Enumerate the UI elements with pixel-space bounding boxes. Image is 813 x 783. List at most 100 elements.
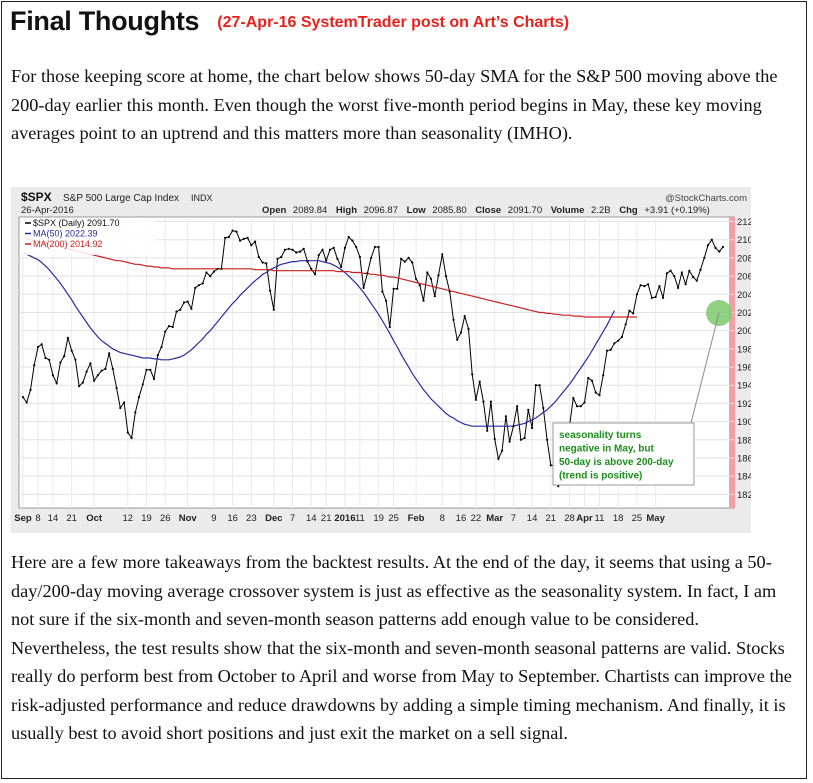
x-tick-label: Oct [86,513,103,524]
price-point [257,255,260,259]
price-point [280,255,283,259]
price-point [452,318,455,321]
x-tick-label: 16 [227,513,238,524]
price-point [235,230,238,233]
price-point [182,301,186,304]
y-tick-label: 1880 [737,435,751,446]
chart-watermark: @StockCharts.com [665,193,747,204]
legend-box [21,219,156,255]
price-point [523,436,526,440]
price-point [21,396,25,399]
x-tick-label: 21 [321,513,332,524]
price-point [635,293,639,296]
price-point [628,309,631,312]
price-point [100,369,103,372]
price-point [179,308,182,311]
price-point [437,274,440,277]
price-point [647,283,650,286]
price-point [160,345,163,349]
low-label: Low [407,205,427,216]
price-point [429,277,433,280]
price-point [85,370,88,373]
price-point [137,396,141,399]
price-point [108,352,111,355]
chg-label: Chg [619,205,638,216]
x-tick-label: 8 [440,513,445,524]
x-tick-label: 25 [632,513,643,524]
price-point [201,282,204,285]
price-point [414,277,418,280]
price-point [340,265,343,269]
price-point [70,349,73,352]
price-point [714,246,717,249]
open-value: 2089.84 [293,205,327,216]
x-tick-label: Dec [265,513,282,524]
price-point [527,408,530,411]
y-tick-label: 2100 [737,235,751,246]
x-tick-label: 14 [306,513,317,524]
price-point [295,251,298,254]
price-point [650,296,654,299]
price-point [534,384,537,387]
section-heading: Final Thoughts (27-Apr-16 SystemTrader p… [10,6,569,37]
price-point [587,376,590,380]
price-point [598,394,601,397]
price-point [216,267,219,270]
x-tick-label: 21 [66,513,77,524]
price-point [111,367,114,370]
price-point [239,239,242,242]
x-tick-label: Nov [179,513,198,524]
price-point [684,283,687,286]
series-line-ma-50 [22,251,615,427]
price-point [224,236,227,239]
price-point [688,269,691,272]
price-point [269,289,272,292]
price-point [197,284,200,287]
annotation-line: 50-day is above 200-day [559,457,674,468]
price-point [407,256,410,259]
price-point [328,248,332,251]
y-tick-label: 2060 [737,272,751,283]
price-point [456,338,459,341]
annotation-line: seasonality turns [559,430,642,441]
price-point [119,406,122,410]
x-axis: Sep 8 14 21 Oct 12 19 26 Nov 9 16 23 Dec 7 14 21 2016 11 1… [14,513,665,524]
price-point [370,256,373,259]
price-point [78,385,81,388]
y-tick-label: 2000 [737,326,751,337]
x-tick-label: 14 [48,513,59,524]
price-point [497,457,500,460]
price-point [643,285,646,288]
price-point [519,438,522,441]
price-point [164,330,167,333]
price-point [351,239,354,242]
y-tick-label: 1920 [737,399,751,410]
price-point [74,358,77,361]
price-point [459,331,463,334]
price-point [276,257,279,260]
price-point [261,261,264,264]
price-point [287,247,290,250]
spx-chart: $SPX S&P 500 Large Cap Index INDX @Stock… [11,187,758,533]
price-point [171,325,174,329]
price-point [665,272,669,275]
price-point [33,364,36,367]
price-point [25,401,28,404]
price-point [310,267,313,270]
price-point [512,425,515,428]
series-layer [21,229,725,488]
x-tick-label: 22 [471,513,482,524]
price-point [590,379,594,382]
volume-label: Volume [551,205,585,216]
price-point [51,374,55,377]
price-point [654,295,657,299]
y-tick-label: 1960 [737,363,751,374]
price-point [246,236,249,239]
price-point [212,270,215,273]
legend-entry: MA(50) 2022.39 [33,229,98,239]
price-point [418,284,421,287]
price-point [658,285,661,288]
price-point [662,296,665,299]
price-point [145,368,148,371]
